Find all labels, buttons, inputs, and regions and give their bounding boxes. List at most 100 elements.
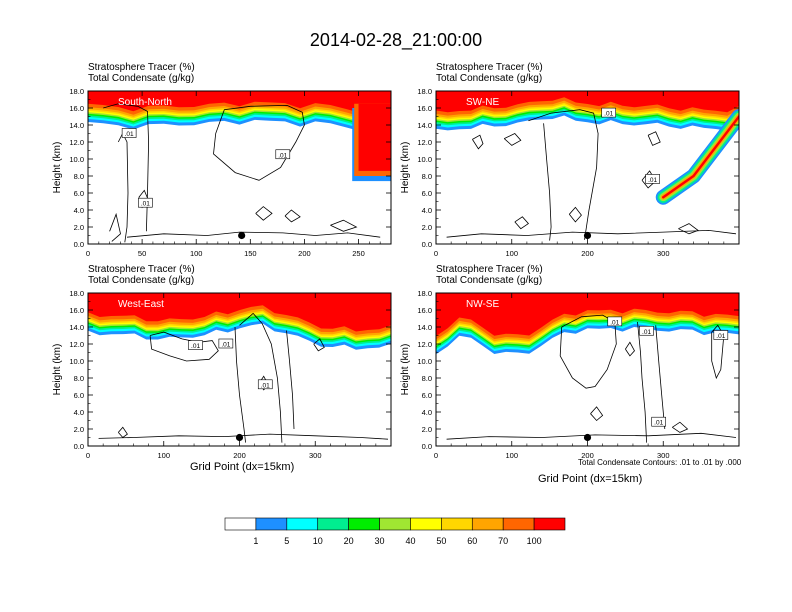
y-tick-label: 10.0: [417, 357, 432, 366]
condensate-contour-1: [559, 314, 617, 389]
condensate-contour-5: [647, 131, 661, 146]
colorbar-label: 50: [436, 536, 446, 546]
colorbar-swatch: [502, 517, 535, 531]
colorbar-swatch: [533, 517, 566, 531]
panel-3: .01 .01 .01 West-East 0.0 2.0 4.0 6.0 8.0 10.0 12.…: [52, 289, 392, 460]
contour-note: Total Condensate Contours: .01 to .01 by…: [578, 458, 742, 467]
condensate-contour-6: [126, 231, 381, 238]
y-tick-label: 2.0: [74, 223, 84, 232]
y-axis-title: Height (km): [400, 142, 411, 194]
tracer-intrusion-peak: [358, 103, 391, 171]
tracer-band-10: [88, 91, 391, 113]
condensate-contour-3: [234, 326, 246, 443]
colorbar-label: 60: [467, 536, 477, 546]
x-tick-label: 250: [352, 249, 365, 258]
y-tick-label: 14.0: [69, 121, 84, 130]
condensate-contour-4: [625, 341, 635, 357]
panel-3-x-axis-title: Grid Point (dx=15km): [190, 461, 295, 473]
y-tick-label: 8.0: [422, 374, 432, 383]
y-axis-title: Height (km): [52, 142, 63, 194]
y-tick-label: 14.0: [417, 323, 432, 332]
y-tick-label: 8.0: [74, 172, 84, 181]
colorbar-swatch: [348, 517, 380, 531]
contour-label-box: [138, 197, 153, 208]
colorbar-swatch: [224, 517, 257, 531]
y-tick-label: 8.0: [422, 172, 432, 181]
x-tick-label: 300: [657, 249, 670, 258]
y-tick-label: 16.0: [69, 104, 84, 113]
panel-4: .01 .01 .01 .01 NW-SE 0.0 2.0 4.0 6.0 8.0 10.0 12.0…: [400, 289, 740, 460]
colorbar-swatch: [471, 517, 504, 531]
y-tick-label: 10.0: [69, 155, 84, 164]
section-title: South-North: [118, 97, 172, 108]
contour-label: .01: [610, 319, 619, 326]
colorbar-swatch: [410, 517, 442, 531]
condensate-contour-6: [590, 406, 604, 422]
colorbar-label: 40: [405, 536, 415, 546]
tracer-band-10: [436, 91, 739, 113]
condensate-contour-1: [472, 134, 484, 150]
y-axis-title: Height (km): [400, 344, 411, 396]
contour-label-box: [257, 379, 273, 390]
panel-4-plot-area: .01 .01 .01 .01 NW-SE: [436, 293, 739, 446]
contour-label-box: [601, 107, 617, 118]
contour-label: .01: [191, 343, 200, 350]
y-tick-label: 16.0: [69, 306, 84, 315]
y-tick-label: 6.0: [74, 189, 84, 198]
x-tick-label: 150: [244, 249, 257, 258]
panel-4-header-condensate: Total Condensate (g/kg): [436, 275, 543, 286]
y-axis-title: Height (km): [52, 344, 63, 396]
colorbar-label: 10: [313, 536, 323, 546]
panel-1-plot-area: .01 .01 .01 South-North: [88, 91, 391, 244]
colorbar-swatch: [317, 517, 349, 531]
colorbar-swatch: [286, 517, 319, 531]
x-tick-label: 0: [434, 451, 438, 460]
station-marker: [238, 231, 246, 240]
x-tick-label: 0: [86, 451, 90, 460]
y-tick-label: 18.0: [69, 87, 84, 96]
condensate-contour-8: [118, 426, 128, 439]
y-tick-label: 0.0: [74, 240, 84, 249]
condensate-contour-8: [284, 209, 301, 223]
condensate-contour-7: [446, 432, 737, 440]
contour-label-box: [188, 340, 203, 351]
y-tick-label: 16.0: [417, 104, 432, 113]
contour-label: .01: [604, 111, 613, 118]
contour-label-box: [645, 174, 660, 184]
contour-label-box: [275, 149, 291, 160]
condensate-contour-4: [109, 212, 121, 242]
panel-2: .01 .01 SW-NE 0.0 2.0 4.0 6.0 8.0 10.0 12.0 14.0 16…: [400, 87, 740, 258]
panel-3-header-condensate: Total Condensate (g/kg): [88, 275, 195, 286]
y-tick-label: 12.0: [69, 340, 84, 349]
condensate-contour-6: [313, 338, 325, 352]
tracer-band-10: [436, 293, 739, 337]
condensate-contour-7: [568, 206, 582, 223]
y-tick-label: 8.0: [74, 374, 84, 383]
station-marker: [583, 433, 592, 442]
panel-2-header-tracer: Stratosphere Tracer (%): [436, 62, 543, 73]
contour-label: .01: [648, 177, 657, 184]
panel-2-header-condensate: Total Condensate (g/kg): [436, 73, 543, 84]
condensate-contour-8: [514, 216, 530, 230]
x-tick-label: 100: [190, 249, 203, 258]
contour-label: .01: [642, 329, 651, 336]
x-tick-label: 50: [138, 249, 146, 258]
contour-label: .01: [261, 382, 270, 389]
contour-label-box: [607, 316, 623, 327]
contour-label: .01: [141, 201, 150, 208]
condensate-contour-2: [637, 321, 647, 443]
tracer-band-10: [88, 293, 391, 332]
x-tick-label: 200: [233, 451, 246, 460]
y-tick-label: 18.0: [417, 87, 432, 96]
y-tick-label: 2.0: [422, 223, 432, 232]
x-tick-label: 300: [657, 451, 670, 460]
x-tick-label: 0: [86, 249, 90, 258]
y-tick-label: 0.0: [422, 240, 432, 249]
y-tick-label: 6.0: [74, 391, 84, 400]
contour-label: .01: [278, 152, 287, 159]
condensate-contour-3: [213, 104, 305, 181]
condensate-contour-2: [239, 312, 283, 443]
y-tick-label: 14.0: [69, 323, 84, 332]
y-tick-label: 16.0: [417, 306, 432, 315]
